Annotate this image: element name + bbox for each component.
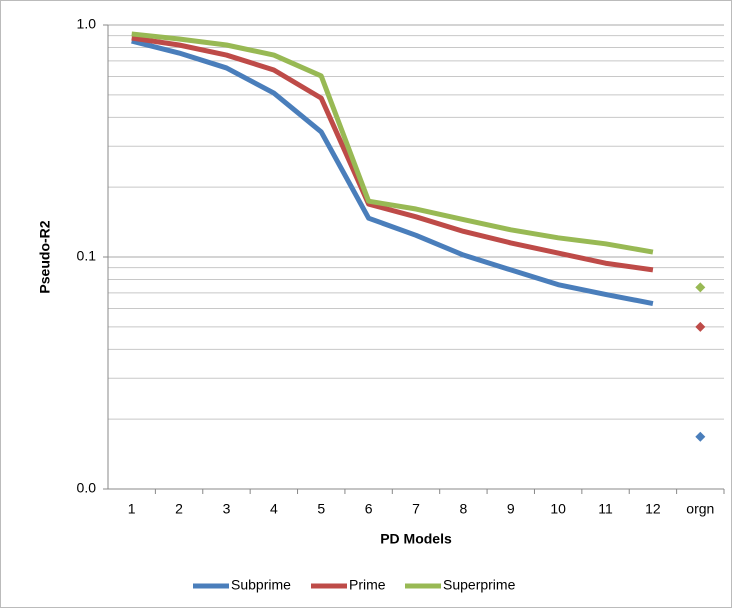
x-tick-label: 12 — [645, 501, 661, 517]
series-line — [131, 31, 654, 255]
x-tick-label: 1 — [128, 501, 136, 517]
x-tick-label: 4 — [270, 501, 278, 517]
marker — [695, 321, 706, 332]
x-tick-label: 5 — [317, 501, 325, 517]
y-axis-title: Pseudo-R2 — [37, 220, 53, 293]
x-tick-label: orgn — [686, 501, 714, 517]
x-tick-label: 2 — [175, 501, 183, 517]
x-tick-label: 3 — [223, 501, 231, 517]
series-line — [131, 35, 654, 273]
legend-label: Prime — [349, 577, 386, 593]
marker — [695, 431, 706, 442]
legend-label: Superprime — [443, 577, 516, 593]
x-tick-label: 10 — [550, 501, 566, 517]
x-tick-label: 11 — [598, 501, 613, 517]
x-tick-label: 8 — [459, 501, 467, 517]
legend-label: Subprime — [231, 577, 291, 593]
y-tick-label: 0.1 — [77, 248, 97, 264]
x-tick-label: 6 — [365, 501, 373, 517]
x-axis-title: PD Models — [380, 531, 452, 547]
series-line — [131, 38, 654, 307]
y-tick-label: 0.0 — [77, 480, 97, 496]
x-tick-label: 9 — [507, 501, 515, 517]
x-tick-label: 7 — [412, 501, 420, 517]
y-tick-label: 1.0 — [77, 16, 97, 32]
marker — [695, 282, 706, 293]
